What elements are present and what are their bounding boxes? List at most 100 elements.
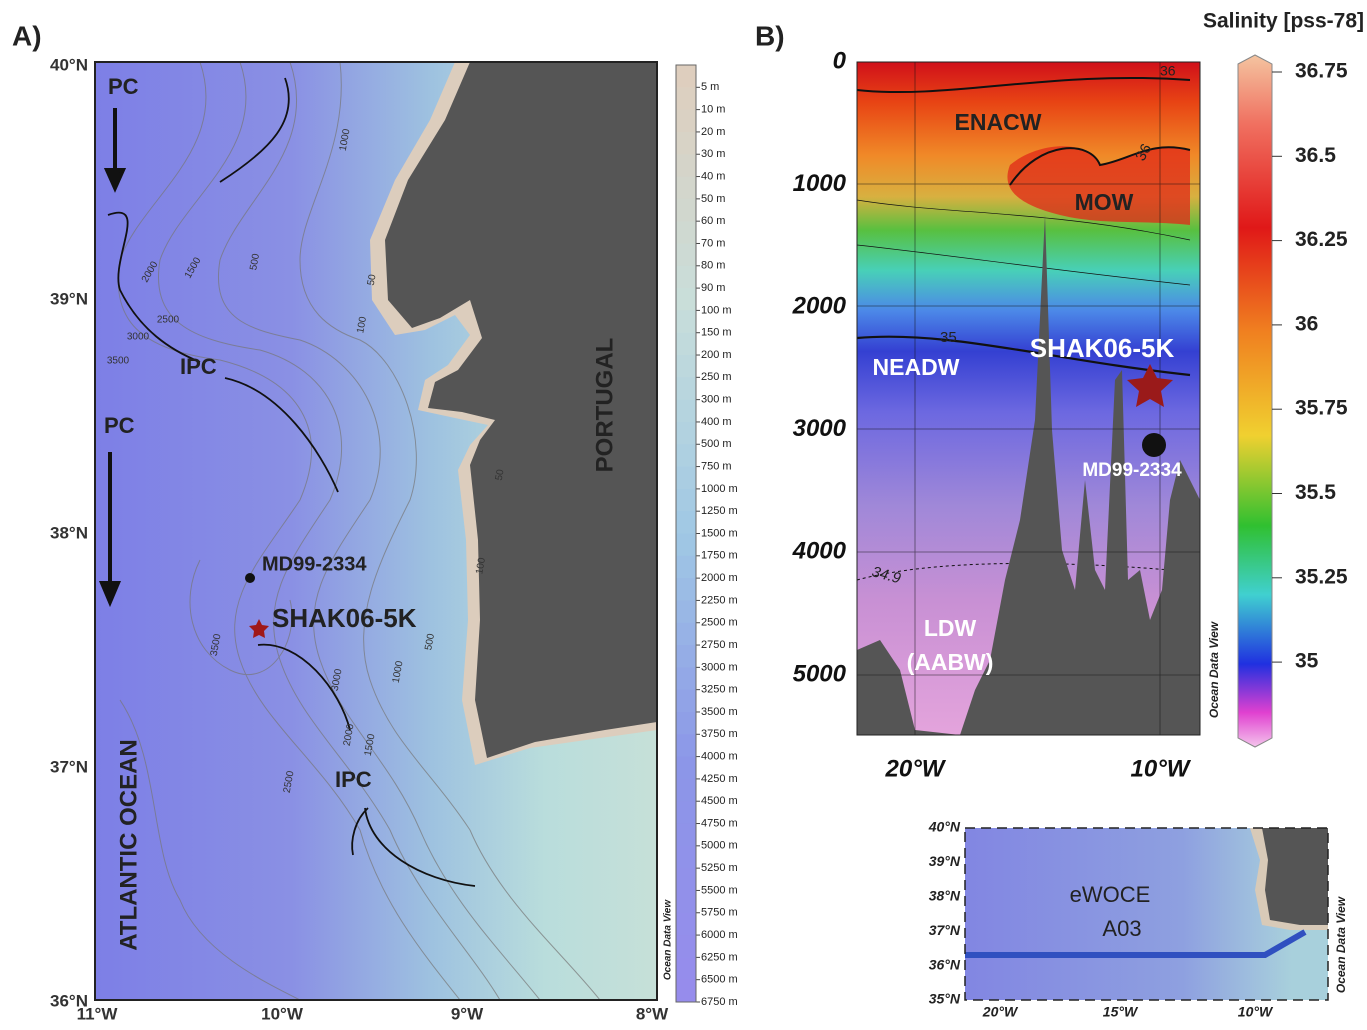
- legend-label: 40 m: [701, 170, 725, 182]
- legend-swatch: [676, 332, 696, 356]
- legend-label: 400 m: [701, 416, 732, 428]
- legend-swatch: [676, 667, 696, 691]
- lon-label: 10°W: [261, 1004, 304, 1023]
- legend-swatch: [676, 912, 696, 936]
- legend-label: 4000 m: [701, 751, 738, 763]
- panel-label: A): [12, 20, 42, 51]
- legend-label: 2500 m: [701, 617, 738, 629]
- ocean-label: ATLANTIC OCEAN: [115, 739, 142, 951]
- lat-label: 40°N: [50, 55, 88, 74]
- legend-label: 6250 m: [701, 951, 738, 963]
- contour-label: 2500: [157, 315, 180, 326]
- legend-label: 200 m: [701, 349, 732, 361]
- legend-label: 100 m: [701, 304, 732, 316]
- legend-swatch: [676, 957, 696, 981]
- contour: [119, 699, 301, 1001]
- legend-label: 90 m: [701, 282, 725, 294]
- contour-label: 1000: [391, 660, 406, 684]
- legend-swatch: [676, 979, 696, 1003]
- inset-lat-label: 35°N: [929, 991, 961, 1007]
- contour-label: 1500: [363, 733, 378, 757]
- core-site: [249, 619, 269, 638]
- core-label: SHAK06-5K: [272, 603, 417, 633]
- legend-swatch: [676, 176, 696, 200]
- legend-swatch: [676, 87, 696, 111]
- core-label: MD99-2334: [262, 553, 367, 575]
- legend-swatch: [676, 466, 696, 490]
- lat-label: 36°N: [50, 991, 88, 1010]
- legend-label: 20 m: [701, 126, 725, 138]
- legend-swatch: [676, 265, 696, 289]
- core-site: [1127, 364, 1173, 407]
- water-mass-label: NEADW: [873, 354, 960, 380]
- inset-lat-labels: 40°N 39°N 38°N 37°N 36°N 35°N: [928, 819, 961, 1007]
- lon-label: 11°W: [77, 1004, 119, 1023]
- depth-label: 5000: [793, 660, 847, 687]
- legend-label: 4500 m: [701, 795, 738, 807]
- legend-swatch: [676, 645, 696, 668]
- legend-swatch: [676, 154, 696, 178]
- colorbar-label: 35: [1295, 650, 1319, 673]
- colorbar: [1237, 54, 1273, 748]
- colorbar-label: 35.5: [1295, 481, 1336, 504]
- arrowhead: [98, 581, 122, 608]
- colorbar-label: 36: [1295, 312, 1318, 335]
- legend-swatch: [676, 689, 696, 713]
- legend-swatch: [676, 890, 696, 914]
- depth-label: 3000: [793, 415, 847, 442]
- water-mass-label: MOW: [1075, 189, 1134, 215]
- legend-swatch: [676, 533, 696, 557]
- bathymetry: [857, 215, 1200, 735]
- contour-label: 36: [1132, 141, 1155, 164]
- contour-label: 3500: [107, 356, 130, 367]
- lat-labels: 40°N 39°N 38°N 37°N 36°N: [50, 55, 88, 1010]
- legend-swatch: [676, 823, 696, 847]
- core-site: [1142, 433, 1166, 457]
- legend-swatch: [676, 555, 696, 579]
- colorbar-label: 36.5: [1295, 144, 1336, 167]
- section-track: [965, 929, 1307, 958]
- contour: [856, 335, 1191, 377]
- colorbar-label: 36.75: [1295, 60, 1348, 83]
- inset-lon-label: 20°W: [982, 1004, 1019, 1020]
- lon-label: 8°W: [636, 1004, 669, 1023]
- legend-swatch: [676, 131, 696, 155]
- lon-labels: 11°W 10°W 9°W 8°W: [77, 1004, 670, 1023]
- contour: [189, 559, 293, 676]
- credit: Ocean Data View: [1207, 621, 1221, 718]
- legend-label: 60 m: [701, 215, 725, 227]
- legend-swatch: [676, 377, 696, 401]
- legend-label: 6000 m: [701, 929, 738, 941]
- contour: [158, 61, 501, 1001]
- legend-label: 300 m: [701, 394, 732, 406]
- lat-label: 39°N: [50, 289, 88, 308]
- current-path: [224, 377, 339, 493]
- inset-frame: [964, 827, 1329, 1001]
- current-path: [257, 643, 351, 731]
- legend-label: 750 m: [701, 460, 732, 472]
- contour: [856, 244, 1191, 286]
- colorbar-title: Salinity [pss-78]: [1203, 10, 1364, 33]
- legend-label: 5500 m: [701, 884, 738, 896]
- legend-swatch: [676, 734, 696, 758]
- legend-swatch: [676, 421, 696, 445]
- legend-label: 5750 m: [701, 907, 738, 919]
- contour-label: 2500: [282, 770, 297, 794]
- mow-core: [1007, 146, 1190, 225]
- colorbar-label: 36.25: [1295, 228, 1348, 251]
- legend-swatch: [676, 845, 696, 869]
- contour: [856, 76, 1191, 94]
- legend-label: 4250 m: [701, 773, 738, 785]
- legend-swatch: [676, 711, 696, 735]
- core-label: SHAK06-5K: [1030, 333, 1175, 363]
- map-frame: [94, 61, 658, 1001]
- land: [385, 62, 657, 758]
- legend-label: 5000 m: [701, 840, 738, 852]
- inset-lat-label: 36°N: [929, 956, 961, 972]
- contour-label: 50: [366, 273, 379, 286]
- contour-label: 3000: [330, 668, 345, 692]
- arrows: [98, 108, 127, 608]
- section-contours: [856, 76, 1191, 581]
- depth-legend: 5 m 10 m 20 m 30 m 40 m 50 m 60 m 70 m 80 m 90 m 1…: [675, 64, 738, 1008]
